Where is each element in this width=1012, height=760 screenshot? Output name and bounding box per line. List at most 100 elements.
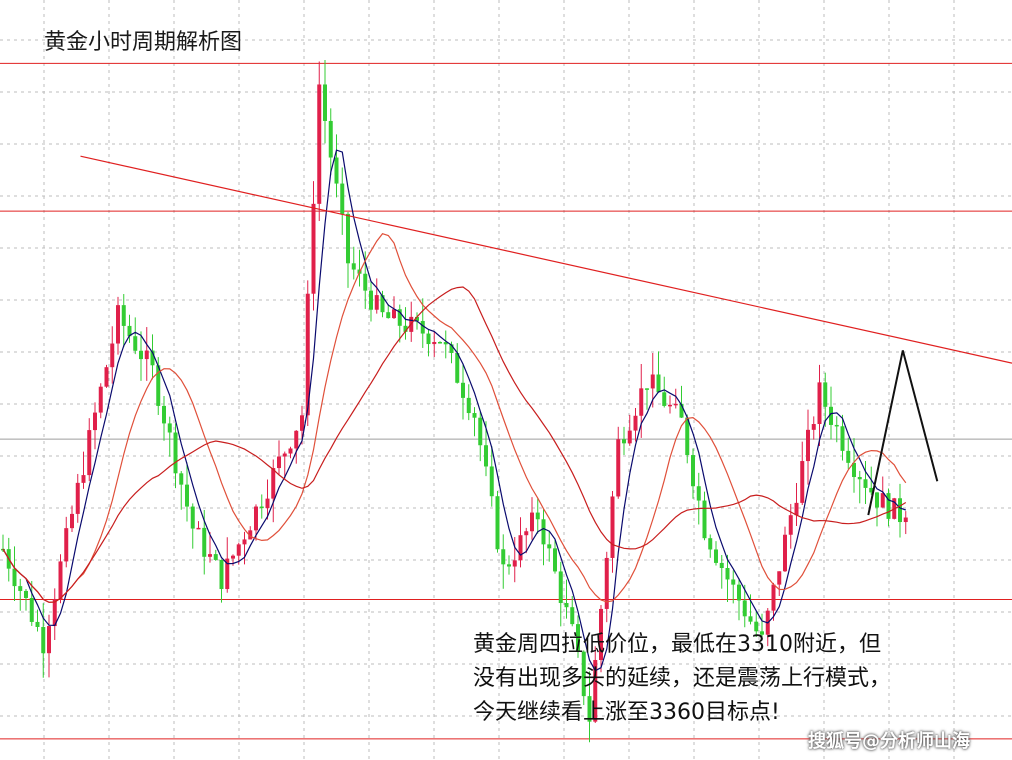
candle-body [783,534,787,572]
candle-body [75,482,80,514]
candle-body [645,388,649,390]
candle-body [886,493,891,519]
candle-body [24,590,28,598]
candle-body [432,341,437,345]
note-line-1: 黄金周四拉低价位，最低在3310附近，但 [473,632,881,657]
candle-body [415,316,419,321]
candle-body [875,492,879,508]
candle-body [288,448,293,454]
candle-body [811,424,816,430]
candle-body [259,506,264,509]
candle-body [116,305,120,344]
candle-body [731,579,736,585]
candle-body [29,597,34,622]
candle-body [501,549,506,565]
candle-body [277,456,281,469]
candle-body [93,412,97,431]
candle-body [616,439,621,497]
candle-body [754,621,759,632]
candle-body [829,406,833,425]
candle-body [627,430,632,444]
projection-path [867,350,939,516]
candlesticks [1,59,908,743]
candle-body [587,696,592,722]
candle-body [426,333,431,345]
watermark-text: 搜狐号@分析师山海 [808,731,970,752]
candle-body [231,555,235,559]
candle-body [179,473,184,485]
candle-body [788,515,793,535]
candle-body [863,479,868,488]
candle-body [374,295,379,310]
candle-body [397,309,402,326]
candle-body [208,554,212,557]
candle-body [104,367,109,387]
candle-body [144,350,149,360]
candle-body [110,343,115,368]
candle-body [87,430,92,476]
candle-body [576,624,580,652]
candle-body [311,203,316,294]
candle-body [518,535,523,561]
candle-body [484,445,488,467]
candle-body [880,493,885,508]
candle-body [668,404,672,407]
candle-body [702,500,707,539]
candle-body [438,341,442,344]
candle-body [18,586,23,591]
candle-body [725,567,730,580]
candle-body [898,498,902,523]
candle-body [294,430,299,449]
candle-body [380,295,385,313]
candle-body [98,386,103,413]
candle-body [685,417,690,456]
moving-averages [2,149,907,672]
candle-body [708,538,713,550]
candle-body [593,659,598,722]
ma-mid-line [2,233,907,603]
candle-body [691,455,695,487]
candle-body [777,571,782,585]
candle-body [173,432,178,474]
candle-body [461,382,465,398]
candle-body [662,392,667,406]
candle-body [340,183,345,214]
candle-body [846,450,851,463]
candle-body [58,561,63,599]
candle-body [524,531,529,536]
candle-body [213,554,218,560]
candle-body [535,512,540,520]
candle-body [512,560,517,567]
candle-body [507,564,511,567]
candle-body [903,517,908,523]
candle-body [834,424,839,427]
candle-body [719,562,724,568]
candle-body [696,486,701,501]
candle-body [495,496,500,550]
candle-body [271,468,276,499]
candle-body [553,548,557,572]
candle-body [202,527,207,557]
candle-body [139,350,143,360]
candle-body [363,273,368,291]
candle-body [742,600,747,617]
candle-body [581,651,586,697]
candle-body [47,626,51,654]
candle-body [334,157,339,184]
candle-body [351,263,356,270]
candle-body [564,603,569,608]
candle-body [317,84,322,204]
candle-body [466,397,471,414]
candle-body [196,527,201,530]
candle-body [817,382,822,425]
candle-body [530,512,534,532]
candle-body [748,616,753,622]
candle-body [852,462,856,478]
candle-body [392,309,396,319]
candle-body [346,213,350,264]
candle-body [52,598,57,627]
candle-body [190,506,195,529]
candle-body [857,477,862,480]
note-line-3: 今天继续看上涨至3360目标点! [473,700,780,725]
